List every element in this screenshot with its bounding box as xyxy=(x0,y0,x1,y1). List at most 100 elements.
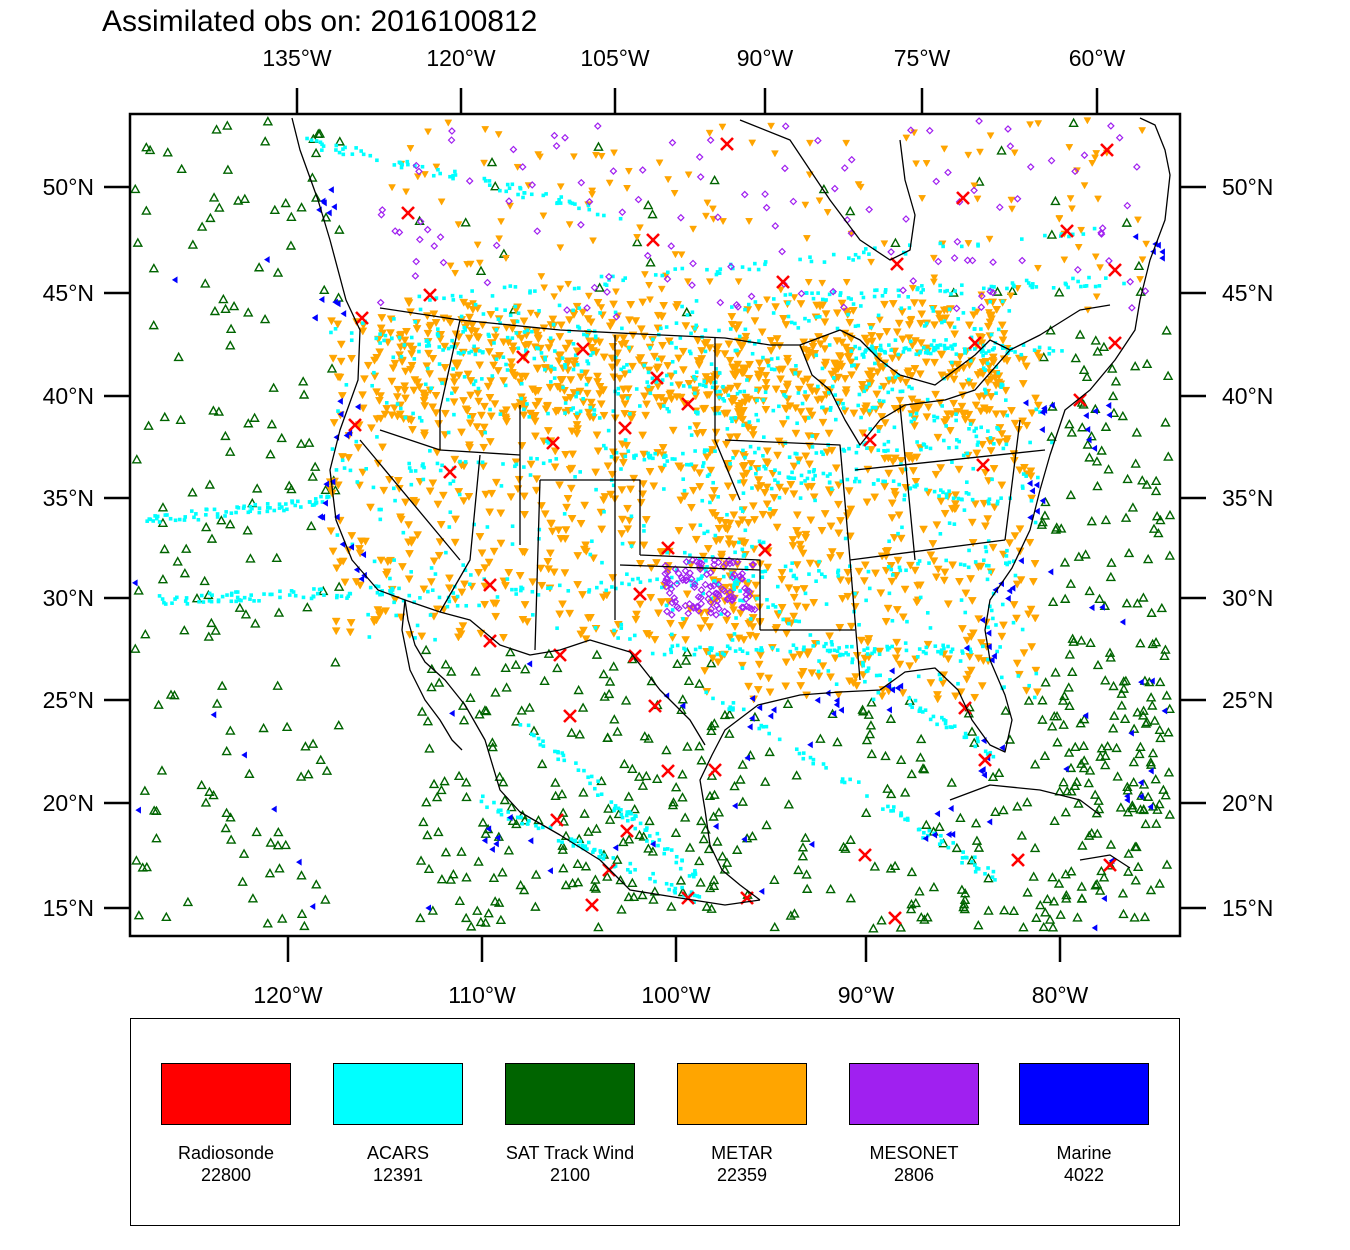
mesonet-marker xyxy=(711,589,720,598)
acars-marker xyxy=(763,262,767,267)
metar-marker xyxy=(881,566,891,575)
metar-marker xyxy=(449,373,459,382)
sat-track-wind-marker xyxy=(1029,759,1041,769)
metar-marker xyxy=(727,313,737,322)
metar-marker xyxy=(506,493,516,502)
acars-marker xyxy=(669,382,674,386)
left-lat-label: 20°N xyxy=(43,790,94,816)
acars-marker xyxy=(713,533,718,538)
sat-track-wind-marker xyxy=(216,515,227,525)
acars-marker xyxy=(803,316,807,321)
sat-track-wind-marker xyxy=(302,602,313,612)
sat-track-wind-marker xyxy=(684,842,696,852)
mesonet-marker xyxy=(696,173,705,181)
metar-marker xyxy=(696,624,706,633)
acars-marker xyxy=(379,507,383,512)
metar-marker xyxy=(665,391,675,399)
acars-marker xyxy=(458,294,463,299)
acars-marker xyxy=(762,464,766,469)
sat-track-wind-marker xyxy=(895,754,907,764)
metar-marker xyxy=(1032,688,1042,697)
metar-marker xyxy=(824,429,834,438)
acars-marker xyxy=(392,317,396,321)
acars-marker xyxy=(632,816,636,821)
metar-marker xyxy=(398,563,407,572)
acars-marker xyxy=(942,343,947,348)
sat-track-wind-marker xyxy=(1103,464,1114,474)
acars-marker xyxy=(334,143,339,148)
metar-marker xyxy=(1005,539,1015,548)
acars-marker xyxy=(1034,671,1039,676)
metar-marker xyxy=(912,160,921,168)
acars-marker xyxy=(427,343,432,348)
metar-marker xyxy=(451,269,460,278)
acars-marker xyxy=(830,384,835,389)
acars-marker xyxy=(689,433,694,437)
metar-marker xyxy=(1012,614,1021,623)
acars-marker xyxy=(674,345,678,350)
metar-marker xyxy=(615,374,625,383)
sat-track-wind-marker xyxy=(259,313,271,324)
metar-marker xyxy=(501,582,510,591)
acars-marker xyxy=(651,871,655,876)
sat-track-wind-marker xyxy=(213,406,225,416)
acars-marker xyxy=(897,294,901,298)
marine-marker xyxy=(507,814,513,822)
sat-track-wind-marker xyxy=(1091,456,1103,466)
sat-track-wind-marker xyxy=(566,727,577,737)
metar-marker xyxy=(516,372,526,381)
metar-marker xyxy=(646,593,656,602)
metar-marker xyxy=(763,563,773,572)
metar-marker xyxy=(459,497,469,506)
metar-marker xyxy=(632,610,641,619)
metar-marker xyxy=(795,540,805,549)
acars-marker xyxy=(900,525,904,530)
sat-track-wind-marker xyxy=(286,483,297,494)
sat-track-wind-marker xyxy=(590,874,601,884)
metar-marker xyxy=(691,535,701,544)
acars-marker xyxy=(616,636,620,640)
acars-marker xyxy=(717,328,721,333)
acars-marker xyxy=(998,645,1002,649)
metar-marker xyxy=(695,469,704,478)
acars-marker xyxy=(435,461,440,466)
mesonet-marker xyxy=(710,560,718,569)
acars-marker xyxy=(753,300,758,304)
metar-marker xyxy=(843,568,853,577)
acars-marker xyxy=(717,395,722,400)
sat-track-wind-marker xyxy=(222,120,233,130)
acars-marker xyxy=(505,368,510,372)
acars-marker xyxy=(914,352,919,357)
acars-marker xyxy=(660,273,665,278)
acars-marker xyxy=(994,623,998,627)
acars-marker xyxy=(943,719,948,723)
metar-marker xyxy=(545,549,555,558)
sat-track-wind-marker xyxy=(769,921,780,932)
acars-marker xyxy=(793,321,797,326)
metar-marker xyxy=(517,442,527,451)
sat-track-wind-marker xyxy=(1141,358,1153,369)
acars-marker xyxy=(417,294,422,299)
sat-track-wind-marker xyxy=(483,908,494,918)
acars-marker xyxy=(983,871,987,876)
acars-marker xyxy=(660,378,665,382)
metar-marker xyxy=(444,584,454,593)
acars-marker xyxy=(417,342,421,347)
metar-marker xyxy=(612,288,620,296)
acars-marker xyxy=(560,356,565,360)
marine-marker xyxy=(326,209,332,217)
acars-marker xyxy=(593,334,598,339)
acars-marker xyxy=(541,739,545,744)
acars-marker xyxy=(628,870,633,875)
metar-marker xyxy=(744,620,754,628)
metar-marker xyxy=(403,297,413,306)
metar-marker xyxy=(907,315,916,323)
acars-marker xyxy=(494,328,499,332)
metar-marker xyxy=(578,308,588,317)
acars-marker xyxy=(496,809,500,814)
sat-track-wind-marker xyxy=(1145,759,1157,769)
acars-marker xyxy=(775,648,780,652)
acars-marker xyxy=(701,383,706,388)
acars-marker xyxy=(701,461,706,465)
sat-track-wind-marker xyxy=(1084,765,1096,775)
